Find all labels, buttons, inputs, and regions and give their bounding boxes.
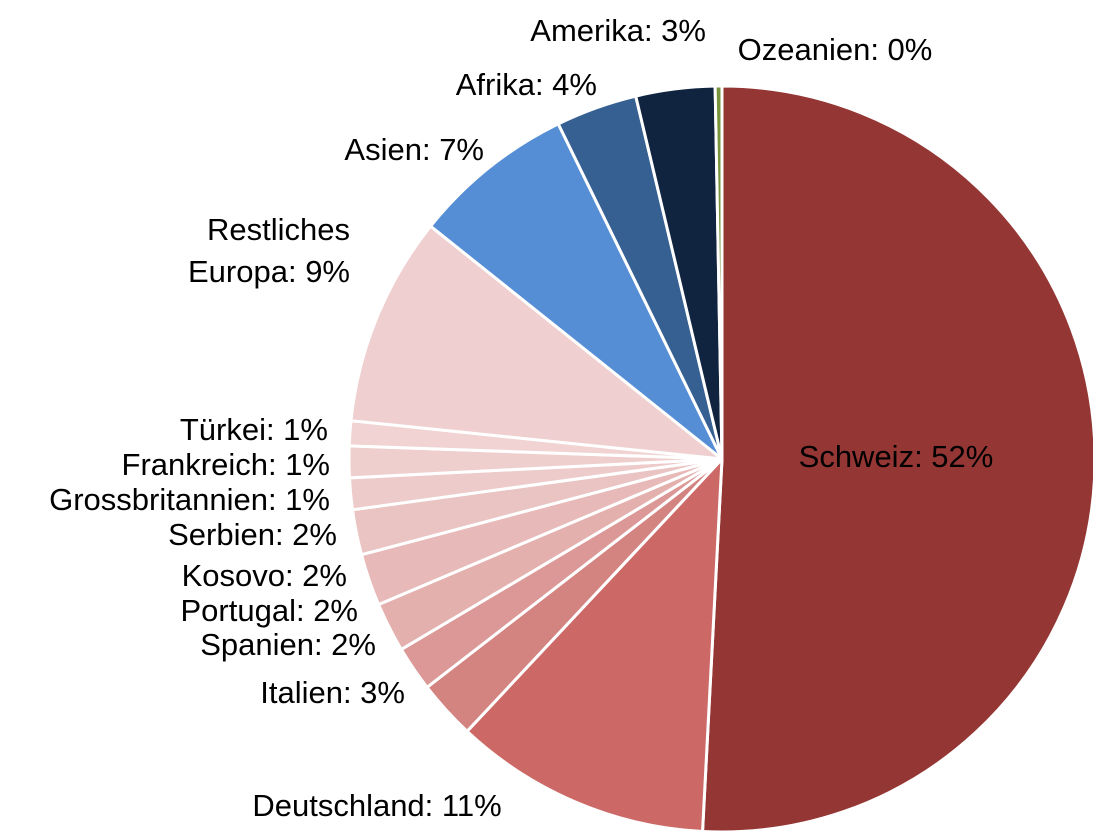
pie-slice-ozeanien [713,84,724,461]
slice-label-asien: Asien: 7% [344,132,484,167]
slice-label-amerika: Amerika: 3% [530,13,706,48]
slice-label-frankreich: Frankreich: 1% [122,447,330,482]
slice-label-restliches-europa: Restliches Europa: 9% [188,212,350,289]
slice-label-grossbritannien: Grossbritannien: 1% [49,482,330,517]
slice-label-spanien: Spanien: 2% [200,627,376,662]
pie-slice-asien [429,122,724,461]
slice-label-italien: Italien: 3% [260,675,405,710]
slice-label-kosovo: Kosovo: 2% [182,558,347,593]
slice-label-ozeanien: Ozeanien: 0% [738,32,933,67]
slice-label-deutschland: Deutschland: 11% [252,788,501,823]
slice-label-tuerkei: Türkei: 1% [180,412,328,447]
slice-label-portugal: Portugal: 2% [181,593,359,628]
slice-label-afrika: Afrika: 4% [456,67,597,102]
slice-label-schweiz: Schweiz: 52% [799,439,994,474]
pie-slices [347,84,1093,833]
pie-slice-restliches-europa [349,224,724,461]
slice-label-serbien: Serbien: 2% [168,517,337,552]
pie-labels: Schweiz: 52% Deutschland: 11% Italien: 3% S… [49,13,993,823]
pie-slice-schweiz [701,84,1093,833]
pie-slice-deutschland [465,457,724,833]
